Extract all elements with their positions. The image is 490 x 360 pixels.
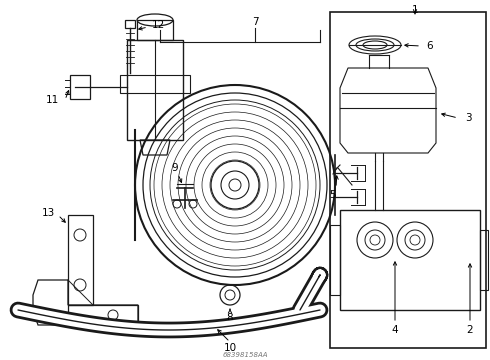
Bar [340, 210, 480, 310]
Text: 1: 1 [412, 5, 418, 15]
Text: 4: 4 [392, 325, 398, 335]
Text: 7: 7 [252, 17, 258, 27]
Text: 13: 13 [41, 208, 54, 218]
Text: 3: 3 [465, 113, 471, 123]
Bar [480, 230, 488, 290]
Bar [125, 20, 135, 28]
Text: 5: 5 [329, 190, 335, 200]
Bar [137, 20, 173, 40]
Bar [68, 305, 138, 325]
Text: 11: 11 [46, 95, 59, 105]
Bar [70, 75, 90, 99]
Bar [68, 215, 93, 305]
Bar [330, 225, 340, 295]
Text: 10: 10 [223, 343, 237, 353]
Text: 68398158AA: 68398158AA [222, 352, 268, 358]
Text: 8: 8 [227, 313, 233, 323]
Bar [120, 75, 190, 93]
Text: 6: 6 [427, 41, 433, 51]
Text: 12: 12 [151, 20, 165, 30]
Bar [127, 40, 183, 140]
Text: 9: 9 [172, 163, 178, 173]
Bar [330, 12, 486, 348]
Text: 2: 2 [466, 325, 473, 335]
